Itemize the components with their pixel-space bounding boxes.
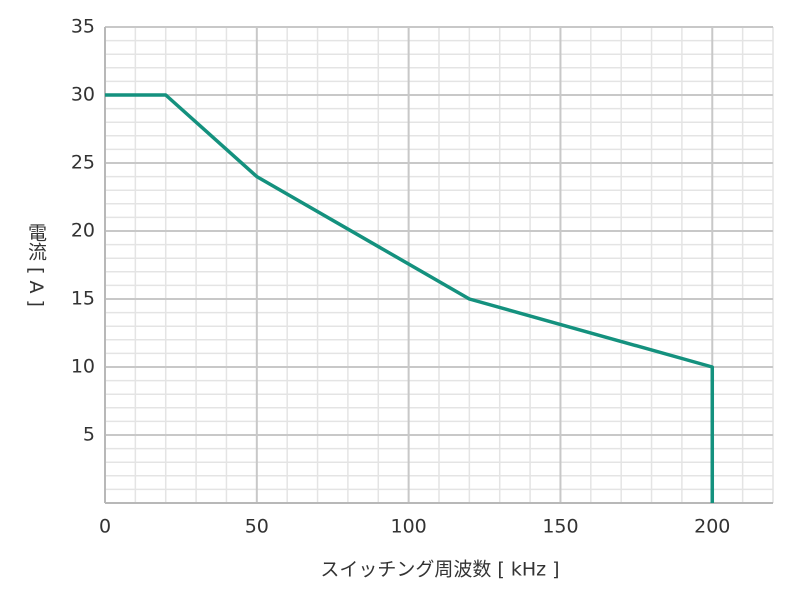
y-tick-label: 20 — [71, 220, 95, 242]
y-tick-label: 25 — [71, 152, 95, 174]
x-tick-label: 0 — [99, 516, 111, 538]
x-tick-label: 200 — [694, 516, 730, 538]
y-tick-label: 10 — [71, 356, 95, 378]
x-tick-label: 150 — [542, 516, 578, 538]
y-axis-label: 電流 [ A ] — [25, 223, 47, 307]
x-tick-label: 100 — [391, 516, 427, 538]
y-tick-label: 35 — [71, 16, 95, 38]
y-tick-label: 15 — [71, 288, 95, 310]
y-tick-label: 30 — [71, 84, 95, 106]
data-line — [105, 93, 715, 503]
x-tick-label: 50 — [245, 516, 269, 538]
y-tick-label: 5 — [83, 424, 95, 446]
x-axis-label: スイッチング周波数 [ kHz ] — [320, 559, 559, 581]
